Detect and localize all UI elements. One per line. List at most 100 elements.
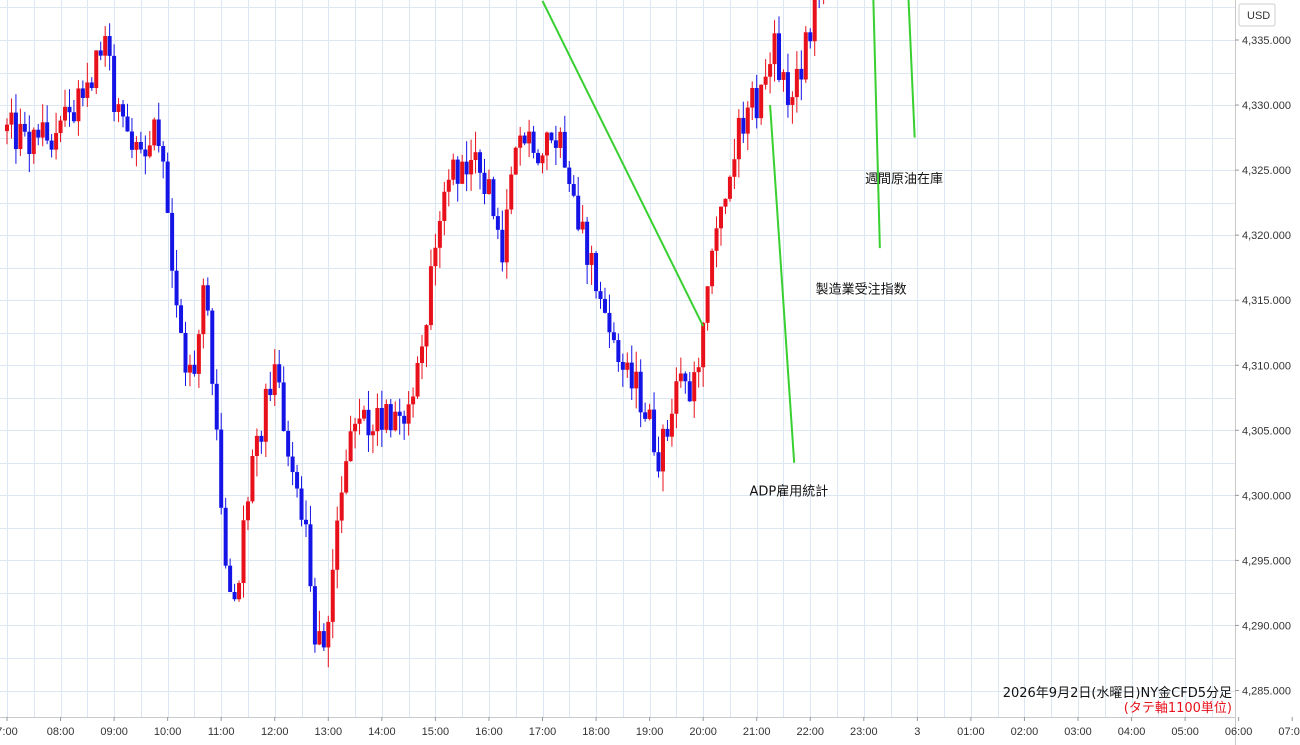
candle bbox=[727, 175, 732, 202]
candle bbox=[656, 436, 661, 478]
candle bbox=[518, 126, 523, 166]
candle bbox=[629, 345, 634, 401]
candle bbox=[147, 130, 152, 159]
y-tick-label: 4,305.000 bbox=[1242, 425, 1291, 437]
candle bbox=[652, 392, 657, 456]
candle bbox=[647, 403, 652, 421]
x-tick-label: 14:00 bbox=[368, 726, 396, 738]
candle bbox=[214, 369, 219, 441]
candle bbox=[263, 383, 268, 457]
candle bbox=[406, 391, 411, 436]
candle bbox=[446, 169, 451, 207]
candle bbox=[299, 476, 304, 527]
x-tick-label: 09:00 bbox=[100, 726, 128, 738]
candle bbox=[531, 125, 536, 159]
candle bbox=[18, 108, 23, 157]
candle bbox=[611, 322, 616, 344]
candle bbox=[719, 206, 723, 246]
x-tick-label: 3 bbox=[914, 726, 920, 738]
candle bbox=[259, 430, 264, 454]
candle bbox=[585, 217, 590, 285]
candle bbox=[486, 169, 491, 195]
candle bbox=[442, 181, 447, 236]
candle bbox=[161, 141, 166, 179]
candle bbox=[683, 371, 688, 394]
candle bbox=[277, 350, 282, 389]
candle bbox=[174, 249, 179, 318]
candle bbox=[357, 398, 362, 435]
candle bbox=[237, 580, 242, 602]
candle bbox=[339, 476, 344, 534]
candle bbox=[777, 16, 782, 83]
y-tick-label: 4,330.000 bbox=[1242, 100, 1291, 112]
candle bbox=[602, 287, 607, 314]
candle bbox=[281, 366, 286, 432]
currency-label: USD bbox=[1247, 10, 1270, 22]
candle bbox=[785, 53, 790, 118]
candle bbox=[714, 216, 719, 268]
candle bbox=[228, 558, 233, 593]
candle bbox=[451, 153, 456, 186]
x-tick-label: 7:00 bbox=[0, 726, 18, 738]
currency-box: USD bbox=[1238, 3, 1276, 27]
x-tick-label: 20:00 bbox=[689, 726, 717, 738]
x-tick-label: 18:00 bbox=[582, 726, 610, 738]
candle bbox=[375, 393, 380, 446]
candle bbox=[272, 349, 277, 406]
x-tick-label: 15:00 bbox=[422, 726, 450, 738]
x-tick-label: 06:00 bbox=[1225, 726, 1253, 738]
y-tick-label: 4,335.000 bbox=[1242, 35, 1291, 47]
grid bbox=[0, 0, 1235, 717]
candle bbox=[678, 357, 683, 388]
candle bbox=[567, 161, 572, 192]
candle bbox=[763, 59, 768, 90]
candle bbox=[759, 84, 764, 125]
y-tick-label: 4,290.000 bbox=[1242, 620, 1291, 632]
candle bbox=[94, 50, 99, 95]
candle bbox=[669, 398, 674, 447]
candle bbox=[469, 139, 474, 191]
candle bbox=[192, 350, 197, 377]
annotation-line bbox=[872, 0, 881, 249]
candle bbox=[103, 26, 108, 67]
candle bbox=[790, 91, 795, 124]
candle bbox=[129, 117, 134, 159]
annotation: ADP雇用統計 bbox=[749, 104, 828, 499]
candle bbox=[170, 198, 175, 288]
candle bbox=[513, 146, 518, 176]
candle bbox=[49, 133, 54, 158]
candle bbox=[54, 112, 59, 160]
candle bbox=[491, 176, 496, 220]
candle bbox=[344, 449, 349, 495]
candle bbox=[112, 44, 117, 122]
candle bbox=[138, 131, 143, 154]
y-tick-label: 4,285.000 bbox=[1242, 686, 1291, 698]
candle bbox=[67, 89, 72, 127]
y-tick-label: 4,320.000 bbox=[1242, 230, 1291, 242]
candle bbox=[594, 251, 599, 299]
candle bbox=[201, 278, 206, 349]
candle bbox=[370, 424, 375, 454]
y-tick-label: 4,315.000 bbox=[1242, 295, 1291, 307]
candle bbox=[705, 286, 710, 331]
x-tick-label: 07:00 bbox=[1278, 726, 1300, 738]
candle bbox=[116, 98, 121, 123]
x-tick-label: 04:00 bbox=[1118, 726, 1146, 738]
candle bbox=[509, 166, 514, 215]
candle bbox=[321, 623, 326, 651]
x-tick-label: 13:00 bbox=[315, 726, 343, 738]
candle bbox=[411, 387, 416, 418]
candle bbox=[589, 245, 594, 285]
candle bbox=[794, 51, 799, 113]
annotations: MBA住宅ローン申請指数ADP雇用統計製造業受注指数週間原油在庫地区連銀経済報告… bbox=[541, 0, 943, 499]
x-tick-label: 02:00 bbox=[1011, 726, 1039, 738]
candle bbox=[384, 399, 389, 434]
candle bbox=[85, 62, 90, 107]
candle bbox=[522, 132, 527, 146]
y-axis: 4,285.000 4,290.000 4,295.000 4,300.000 4,30… bbox=[1235, 35, 1291, 698]
candle bbox=[799, 50, 804, 101]
candle bbox=[22, 111, 27, 137]
candle bbox=[768, 52, 773, 94]
x-tick-label: 01:00 bbox=[957, 726, 985, 738]
candle bbox=[495, 207, 500, 240]
